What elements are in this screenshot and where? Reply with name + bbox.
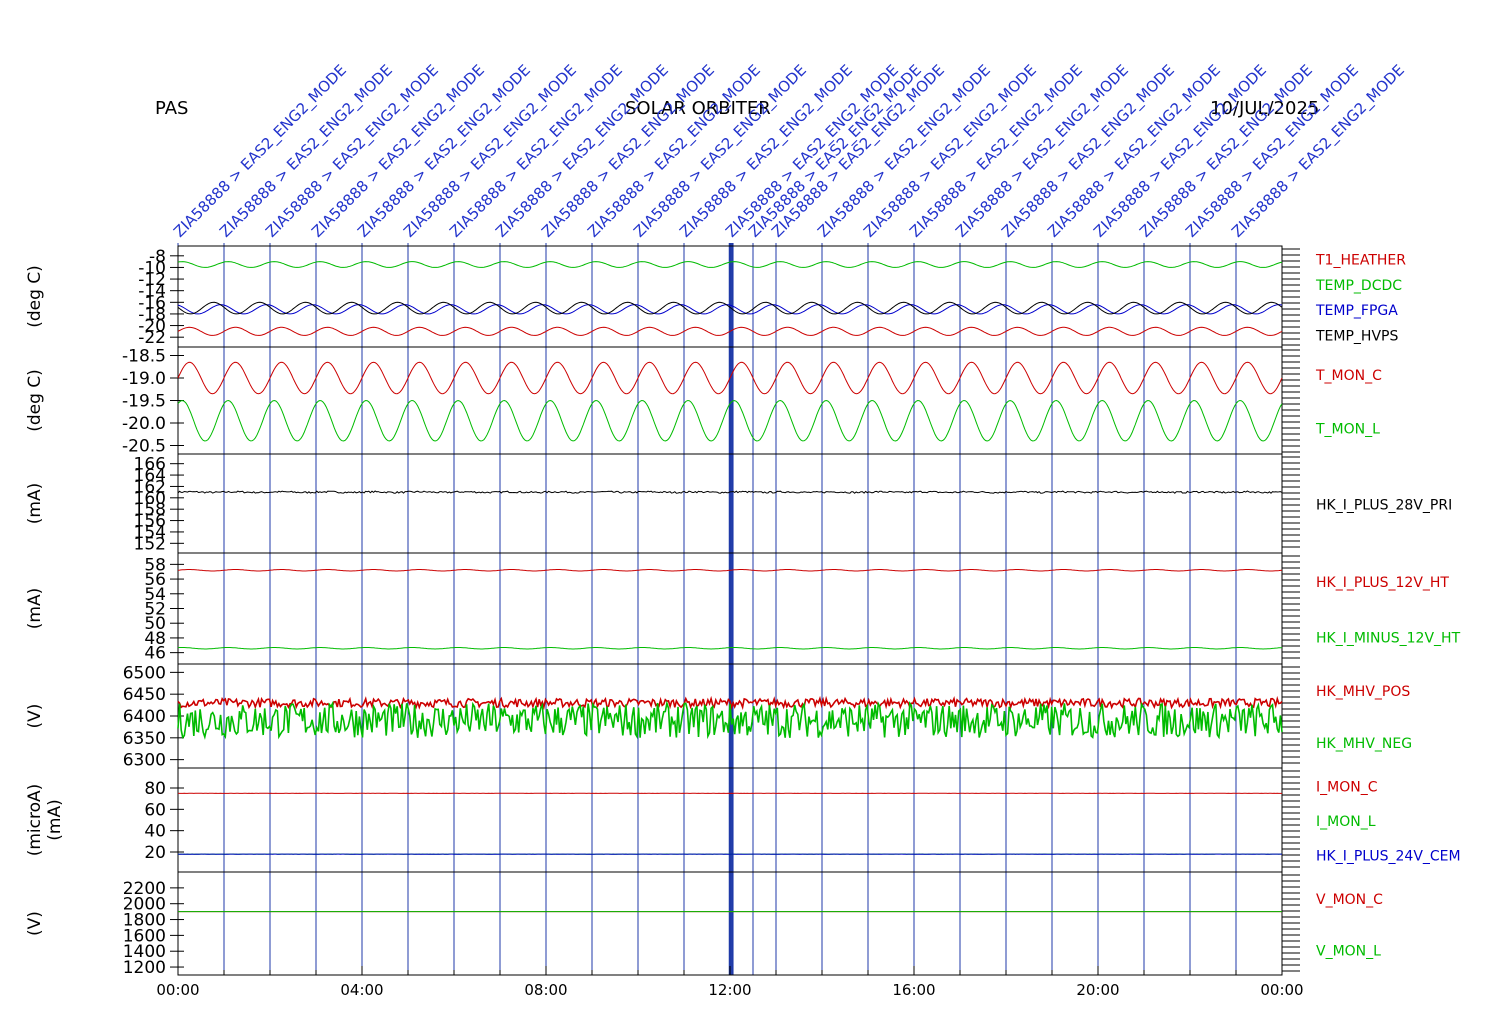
y-axis-label: (microA) bbox=[25, 784, 45, 857]
y-tick-label: -16 bbox=[138, 293, 166, 313]
y-tick-label: 152 bbox=[134, 534, 166, 554]
y-tick-label: -18.5 bbox=[122, 347, 166, 367]
legend-label: T1_HEATHER bbox=[1315, 253, 1406, 269]
y-tick-label: 6450 bbox=[123, 685, 166, 705]
series-line bbox=[177, 695, 1283, 711]
series-line bbox=[177, 261, 1283, 268]
y-tick-label: 54 bbox=[144, 585, 166, 605]
y-tick-label: 160 bbox=[134, 489, 166, 509]
legend-label: V_MON_C bbox=[1316, 892, 1383, 908]
y-tick-label: 56 bbox=[144, 570, 166, 590]
series-line bbox=[177, 361, 1283, 395]
y-axis-label: (V) bbox=[25, 704, 45, 729]
series-line bbox=[177, 700, 1283, 740]
y-tick-label: -20 bbox=[138, 317, 166, 337]
y-tick-label: 52 bbox=[144, 600, 166, 620]
x-tick-label: 00:00 bbox=[156, 981, 199, 999]
legend-label: HK_I_PLUS_28V_PRI bbox=[1316, 498, 1452, 514]
y-tick-label: 20 bbox=[144, 843, 166, 863]
x-tick-label: 12:00 bbox=[708, 981, 751, 999]
series-line bbox=[177, 569, 1283, 572]
y-tick-label: 46 bbox=[144, 644, 166, 664]
legend-label: HK_I_PLUS_12V_HT bbox=[1316, 575, 1449, 591]
y-tick-label: 6350 bbox=[123, 729, 166, 749]
y-tick-label: -8 bbox=[149, 247, 166, 267]
instrument-label: PAS bbox=[155, 98, 189, 119]
y-tick-label: 80 bbox=[144, 779, 166, 799]
y-tick-label: 1200 bbox=[123, 958, 166, 978]
series-line bbox=[177, 326, 1283, 336]
legend-label: TEMP_DCDC bbox=[1315, 278, 1402, 294]
y-tick-label: -19.0 bbox=[122, 369, 166, 389]
x-tick-label: 20:00 bbox=[1076, 981, 1119, 999]
legend-label: V_MON_L bbox=[1316, 943, 1381, 959]
y-tick-label: -20.5 bbox=[122, 437, 166, 457]
x-tick-label: 00:00 bbox=[1260, 981, 1303, 999]
legend-label: I_MON_C bbox=[1316, 779, 1378, 795]
x-tick-label: 08:00 bbox=[524, 981, 567, 999]
y-tick-label: 158 bbox=[134, 500, 166, 520]
y-tick-label: 1800 bbox=[123, 911, 166, 931]
y-tick-label: 162 bbox=[134, 477, 166, 497]
x-tick-label: 04:00 bbox=[340, 981, 383, 999]
y-tick-label: 48 bbox=[144, 629, 166, 649]
legend-label: TEMP_FPGA bbox=[1315, 303, 1398, 319]
legend-label: HK_MHV_NEG bbox=[1316, 736, 1412, 752]
legend-label: HK_I_PLUS_24V_CEM bbox=[1316, 849, 1461, 865]
y-tick-label: 58 bbox=[144, 555, 166, 575]
y-axis-label-2: (mA) bbox=[45, 799, 65, 840]
date-label: 10/JUL/2025 bbox=[1210, 98, 1320, 119]
y-tick-label: -20.0 bbox=[122, 414, 166, 434]
y-axis-label: (deg C) bbox=[25, 369, 45, 432]
y-tick-label: 166 bbox=[134, 455, 166, 475]
series-line bbox=[177, 304, 1283, 315]
legend-label: T_MON_L bbox=[1315, 421, 1380, 437]
y-tick-label: -10 bbox=[138, 258, 166, 278]
y-tick-label: 1600 bbox=[123, 926, 166, 946]
y-tick-label: 6400 bbox=[123, 707, 166, 727]
y-axis-label: (deg C) bbox=[25, 265, 45, 328]
y-tick-label: 60 bbox=[144, 800, 166, 820]
y-tick-label: 2200 bbox=[123, 879, 166, 899]
x-tick-label: 16:00 bbox=[892, 981, 935, 999]
y-axis-label: (mA) bbox=[25, 588, 45, 629]
y-tick-label: 154 bbox=[134, 523, 166, 543]
series-line bbox=[177, 399, 1283, 442]
y-tick-label: 2000 bbox=[123, 895, 166, 915]
y-axis-label: (V) bbox=[25, 911, 45, 936]
series-line bbox=[177, 490, 1283, 494]
y-tick-label: 156 bbox=[134, 512, 166, 532]
y-tick-label: -19.5 bbox=[122, 392, 166, 412]
y-tick-label: 40 bbox=[144, 822, 166, 842]
legend-label: I_MON_L bbox=[1316, 814, 1376, 830]
mission-label: SOLAR ORBITER bbox=[625, 98, 771, 119]
y-tick-label: 164 bbox=[134, 466, 166, 486]
y-tick-label: 50 bbox=[144, 614, 166, 634]
series-line bbox=[177, 301, 1283, 315]
y-tick-label: 6300 bbox=[123, 751, 166, 771]
legend-label: HK_MHV_POS bbox=[1316, 684, 1410, 700]
legend-label: TEMP_HVPS bbox=[1315, 328, 1398, 344]
legend-label: HK_I_MINUS_12V_HT bbox=[1316, 630, 1461, 646]
y-tick-label: -22 bbox=[138, 328, 166, 348]
y-axis-label: (mA) bbox=[25, 483, 45, 524]
legend-label: T_MON_C bbox=[1315, 368, 1382, 384]
y-tick-label: -12 bbox=[138, 270, 166, 290]
series-line bbox=[177, 647, 1283, 650]
y-tick-label: 6500 bbox=[123, 663, 166, 683]
y-tick-label: 1400 bbox=[123, 942, 166, 962]
y-tick-label: -18 bbox=[138, 305, 166, 325]
y-tick-label: -14 bbox=[138, 282, 166, 302]
